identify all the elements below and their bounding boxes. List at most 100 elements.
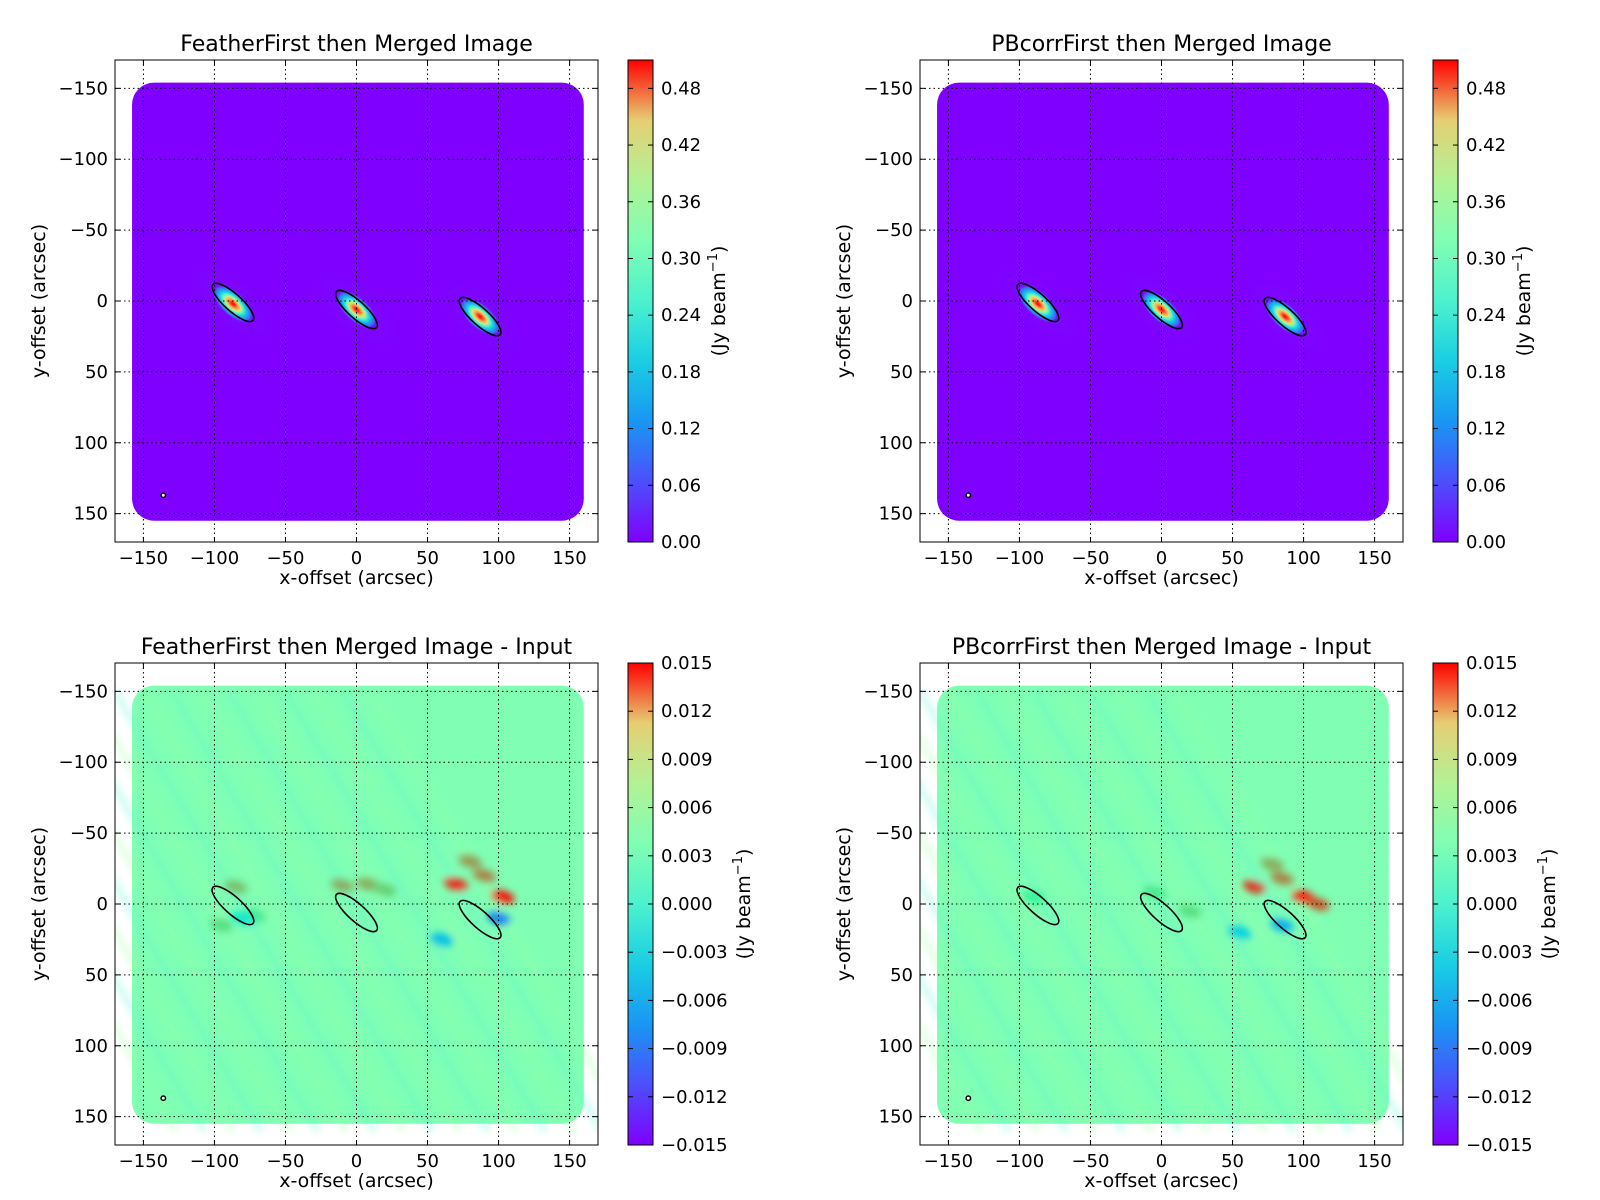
- residual-layer: [115, 689, 598, 1133]
- y-tick-label: 50: [890, 965, 913, 986]
- y-tick-label: −150: [59, 78, 108, 99]
- colorbar-tick-label: −0.003: [661, 942, 728, 963]
- beam-ellipse-2: [334, 289, 379, 330]
- colorbar: 0.00 0.06 0.12 0.18 0.24 0.30 0.36 0.42 0.48 (Jy …: [627, 59, 730, 553]
- x-axis-label: x-offset (arcsec): [279, 1170, 434, 1192]
- residual-stripe: [226, 689, 492, 1133]
- beam-marker: [160, 492, 167, 499]
- source-2: [336, 290, 377, 329]
- x-tick-label: 50: [416, 548, 439, 569]
- y-tick-label: 0: [902, 291, 913, 312]
- chart-title: FeatherFirst then Merged Image: [180, 32, 532, 57]
- residual-feature-11: [486, 911, 511, 925]
- image-field: [937, 82, 1389, 521]
- residual-stripe: [974, 689, 1240, 1133]
- colorbar-tick-label: 0.12: [661, 419, 701, 440]
- colorbar-label: (Jy beam−1): [731, 849, 755, 960]
- residual-feature-4: [330, 878, 354, 893]
- source-3: [459, 297, 501, 336]
- y-tick-label: −50: [875, 823, 913, 844]
- colorbar-tick-label: 0.36: [1466, 192, 1506, 213]
- colorbar-tick-label: 0.24: [1466, 305, 1506, 326]
- x-tick-label: −50: [1071, 548, 1109, 569]
- x-tick-label: −150: [924, 548, 973, 569]
- colorbar-tick-label: 0.06: [661, 475, 701, 496]
- x-tick-label: 100: [1286, 1151, 1320, 1172]
- residual-stripe: [282, 689, 549, 1133]
- colorbar-tick-label: 0.015: [661, 653, 713, 674]
- x-tick-label: −150: [924, 1151, 973, 1172]
- x-tick-label: −50: [1071, 1151, 1109, 1172]
- residual-stripe: [311, 689, 577, 1133]
- colorbar-tick-label: −0.006: [661, 990, 728, 1011]
- grid: [115, 663, 598, 1145]
- chart-panel-1: −150 −100 −50 0 50 100 150 −150 −100 −50 0 50 100 150…: [28, 32, 730, 589]
- colorbar-tick-label: 0.42: [1466, 135, 1506, 156]
- source-3: [1264, 297, 1306, 336]
- colorbar-label: (Jy beam−1): [1511, 246, 1535, 357]
- colorbar-tick-label: 0.000: [661, 894, 713, 915]
- beam-ellipse-1: [211, 885, 255, 926]
- beam-ellipse-3: [458, 296, 502, 337]
- y-tick-label: −150: [59, 681, 108, 702]
- chart-panel-3: −150 −100 −50 0 50 100 150 −150 −100 −50 0 50 100 150…: [28, 635, 755, 1192]
- residual-feature-8: [472, 869, 497, 883]
- grid: [920, 60, 1403, 542]
- y-tick-label: −100: [864, 752, 913, 773]
- x-tick-label: −100: [995, 1151, 1044, 1172]
- residual-stripe: [1144, 689, 1403, 1130]
- residual-stripe: [115, 1022, 179, 1133]
- x-tick-label: −100: [190, 548, 239, 569]
- y-tick-label: 50: [890, 362, 913, 383]
- residual-stripe: [920, 733, 1155, 1133]
- colorbar-label: (Jy beam−1): [1536, 849, 1560, 960]
- residual-stripe: [115, 877, 264, 1133]
- residual-stripe: [254, 689, 520, 1133]
- x-tick-label: 150: [1357, 1151, 1391, 1172]
- colorbar: −0.015 −0.012 −0.009 −0.006 −0.003 0.000 0.003…: [627, 653, 755, 1156]
- y-tick-label: −100: [59, 149, 108, 170]
- colorbar-tick-label: 0.12: [1466, 419, 1506, 440]
- colorbar-tick-label: 0.36: [661, 192, 701, 213]
- residual-stripe: [920, 877, 1069, 1133]
- residual-feature-13: [231, 911, 255, 925]
- colorbar-tick-label: 0.00: [1466, 532, 1506, 553]
- residual-feature-2: [1142, 886, 1167, 900]
- colorbar-tick-label: 0.003: [1466, 846, 1518, 867]
- residual-feature-7: [444, 877, 468, 891]
- colorbar-label: (Jy beam−1): [706, 246, 730, 357]
- colorbar: 0.00 0.06 0.12 0.18 0.24 0.30 0.36 0.42 0.48 (Jy …: [1432, 59, 1535, 553]
- y-tick-label: 0: [97, 894, 108, 915]
- y-tick-label: 50: [85, 965, 108, 986]
- colorbar-gradient: [1432, 59, 1459, 543]
- x-tick-label: 50: [416, 1151, 439, 1172]
- residual-feature-3: [1178, 904, 1202, 918]
- colorbar-tick-label: 0.18: [661, 362, 701, 383]
- residual-stripe: [169, 689, 435, 1133]
- chart-title: FeatherFirst then Merged Image - Input: [141, 635, 573, 660]
- residual-stripe: [115, 973, 208, 1133]
- residual-feature-1: [1021, 890, 1046, 904]
- colorbar-tick-label: 0.009: [661, 749, 713, 770]
- y-tick-label: 100: [879, 433, 913, 454]
- residual-stripe: [1002, 689, 1268, 1133]
- x-tick-label: 150: [552, 548, 586, 569]
- residual-feature-10: [458, 854, 482, 869]
- beam-ellipse-2: [334, 892, 379, 933]
- colorbar-tick-label: −0.015: [661, 1135, 728, 1156]
- grid: [920, 663, 1403, 1145]
- x-tick-label: 50: [1221, 548, 1244, 569]
- image-field: [132, 82, 584, 521]
- y-tick-label: −50: [70, 220, 108, 241]
- source-1: [1017, 284, 1059, 323]
- y-axis-label: y-offset (arcsec): [28, 827, 50, 981]
- chart-panel-4: −150 −100 −50 0 50 100 150 −150 −100 −50 0 50 100 150…: [833, 635, 1560, 1192]
- colorbar-tick-label: 0.42: [661, 135, 701, 156]
- residual-stripe: [368, 689, 598, 1082]
- y-tick-label: 150: [74, 504, 108, 525]
- y-tick-label: 150: [879, 1107, 913, 1128]
- beam-ellipse-3: [1263, 296, 1307, 337]
- y-tick-label: 100: [879, 1036, 913, 1057]
- image-field: [115, 685, 598, 1133]
- colorbar-tick-label: −0.015: [1466, 1135, 1533, 1156]
